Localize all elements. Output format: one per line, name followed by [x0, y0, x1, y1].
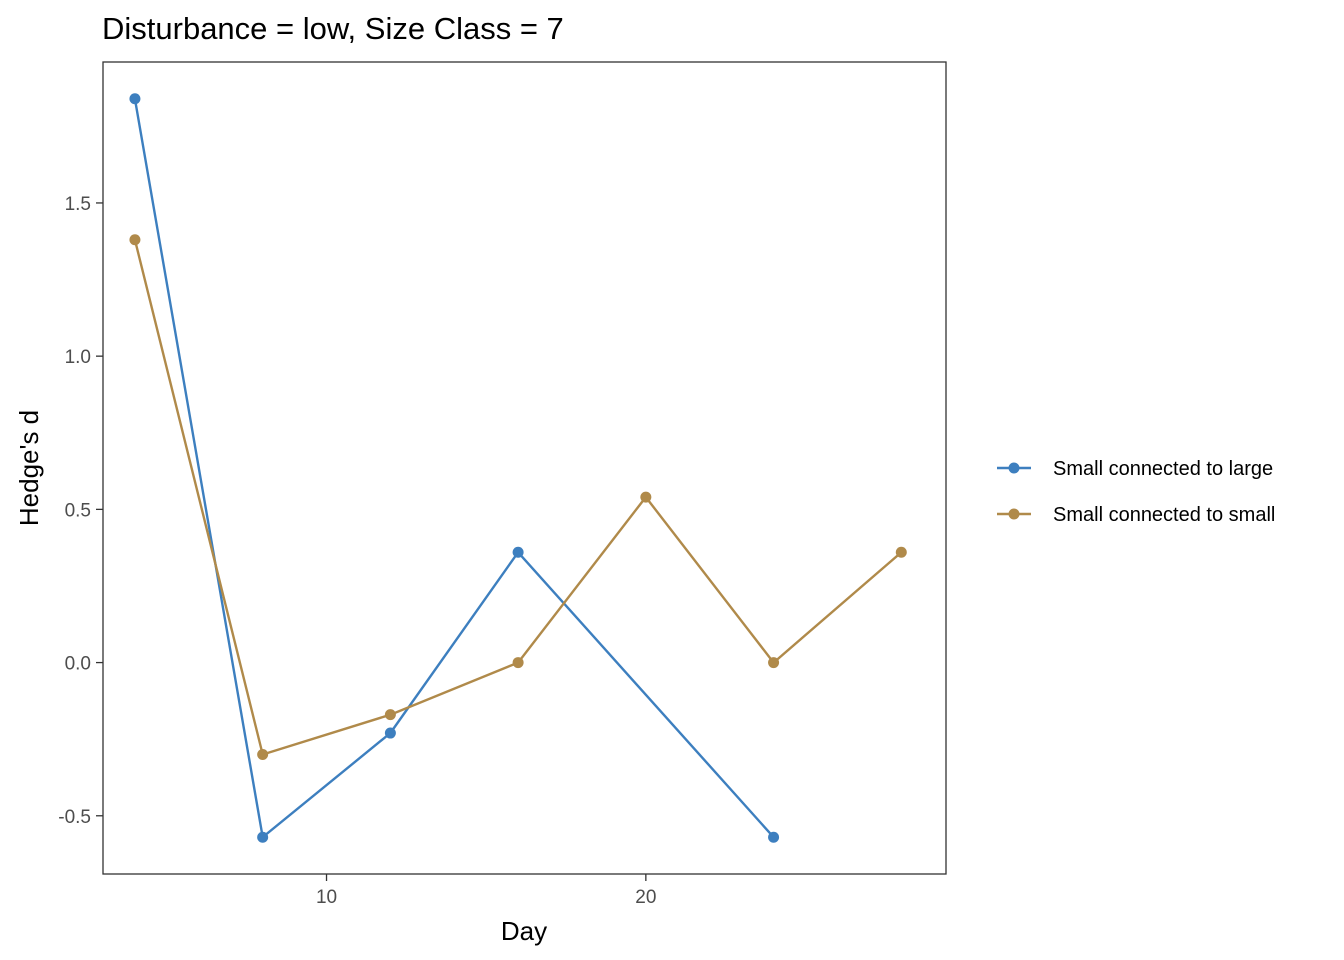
data-point: [512, 657, 524, 669]
x-tick-label: 20: [635, 887, 656, 908]
data-point: [257, 748, 269, 760]
y-tick-label: 0.0: [65, 654, 91, 675]
series-line: [133, 239, 903, 757]
data-point: [768, 657, 780, 669]
chart-title: Disturbance = low, Size Class = 7: [102, 11, 564, 46]
panel-border: [102, 61, 947, 875]
data-point: [257, 831, 269, 843]
y-tick-label: -0.5: [58, 807, 91, 828]
data-point: [384, 727, 396, 739]
legend-marker: [1008, 462, 1020, 474]
plot-area: -0.5 0.0 0.5 1.0 1.5 10 20: [58, 61, 947, 908]
data-point: [129, 234, 141, 246]
legend-label: Small connected to small: [1053, 504, 1275, 526]
data-point: [768, 831, 780, 843]
y-tick-label: 1.5: [65, 194, 91, 215]
data-point: [384, 709, 396, 721]
data-point: [512, 546, 524, 558]
x-axis-title: Day: [501, 916, 547, 946]
data-point: [640, 491, 652, 503]
legend-marker: [1008, 508, 1020, 520]
data-point: [895, 546, 907, 558]
x-tick-label: 10: [316, 887, 337, 908]
legend-label: Small connected to large: [1053, 458, 1273, 480]
y-tick-label: 1.0: [65, 347, 91, 368]
legend: Small connected to large Small connected …: [997, 458, 1275, 526]
data-point: [129, 93, 141, 105]
y-tick-label: 0.5: [65, 500, 91, 521]
series-line: [133, 98, 775, 840]
y-axis-title: Hedge's d: [14, 410, 44, 526]
